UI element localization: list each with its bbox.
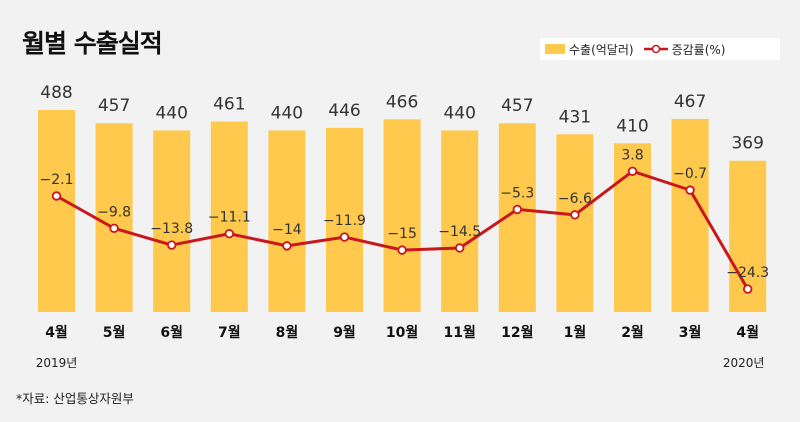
growth-rate-point: [397, 245, 407, 255]
bar-value-label: 457: [98, 96, 130, 116]
growth-rate-label: −24.3: [726, 265, 769, 281]
x-tick-label: 4월: [736, 324, 759, 341]
bar-value-label: 488: [40, 83, 72, 103]
bar-value-label: 440: [271, 103, 303, 123]
bar: [326, 127, 363, 313]
growth-rate-point: [570, 210, 580, 220]
growth-rate-point: [455, 243, 465, 253]
x-tick-label: 1월: [564, 324, 587, 341]
growth-rate-label: −15: [387, 226, 417, 242]
bar-value-label: 440: [443, 103, 475, 123]
bar-value-label: 466: [386, 92, 418, 112]
year-label-start: 2019년: [36, 356, 78, 370]
bar-value-label: 446: [328, 101, 360, 121]
source-note: *자료: 산업통상자원부: [16, 391, 134, 406]
bar-value-label: 431: [559, 107, 591, 127]
growth-rate-point: [339, 232, 350, 242]
bar: [671, 118, 709, 312]
growth-rate-point: [51, 191, 62, 201]
bar-value-label: 457: [501, 96, 533, 116]
growth-rate-point: [224, 229, 234, 239]
growth-rate-label: −6.6: [558, 191, 592, 207]
legend-line-swatch: [643, 44, 668, 54]
growth-rate-label: −11.9: [323, 213, 366, 229]
growth-rate-label: −14.5: [438, 224, 481, 240]
growth-rate-label: 3.8: [621, 147, 643, 163]
bar: [95, 123, 133, 313]
growth-rate-label: −5.3: [500, 185, 534, 201]
growth-rate-label: −2.1: [40, 172, 74, 188]
x-tick-label: 3월: [679, 324, 702, 341]
bar: [38, 110, 75, 312]
year-label-end: 2020년: [723, 356, 765, 370]
x-tick-label: 7월: [218, 324, 241, 341]
x-tick-label: 4월: [45, 324, 68, 341]
growth-rate-label: −13.8: [150, 221, 193, 237]
growth-rate-label: −0.7: [673, 166, 707, 182]
legend-bar-swatch: [545, 44, 565, 54]
growth-rate-label: −14: [272, 222, 302, 238]
growth-rate-point: [166, 240, 177, 250]
bar-value-label: 440: [155, 103, 187, 123]
bar-value-label: 369: [731, 134, 763, 154]
x-tick-label: 5월: [103, 324, 126, 341]
legend: 수출(억달러) 증감률(%): [540, 38, 780, 60]
growth-rate-point: [743, 284, 753, 294]
growth-rate-label: −9.8: [97, 204, 131, 220]
x-tick-label: 8월: [276, 324, 299, 341]
growth-rate-label: −11.1: [208, 210, 251, 226]
bar: [210, 121, 248, 313]
bar: [441, 130, 479, 312]
bar: [383, 119, 421, 312]
chart-title: 월별 수출실적: [22, 29, 163, 58]
x-tick-label: 9월: [333, 324, 356, 341]
growth-rate-point: [512, 204, 522, 215]
x-tick-label: 2월: [621, 324, 644, 341]
legend-line-label: 증감률(%): [671, 42, 726, 57]
bar-value-label: 410: [616, 116, 648, 136]
x-tick-label: 10월: [386, 324, 418, 341]
growth-rate-point: [627, 166, 638, 176]
bar-value-label: 467: [674, 92, 706, 112]
bar-value-label: 461: [213, 95, 245, 115]
growth-rate-point: [685, 185, 695, 195]
bar: [268, 130, 306, 312]
legend-bar-label: 수출(억달러): [569, 42, 634, 57]
growth-rate-point: [282, 241, 292, 251]
x-tick-label: 12월: [501, 324, 533, 341]
bar: [153, 130, 191, 312]
bar: [556, 134, 594, 312]
x-tick-label: 6월: [160, 324, 183, 341]
x-tick-label: 11월: [444, 324, 476, 341]
growth-rate-point: [109, 223, 119, 233]
